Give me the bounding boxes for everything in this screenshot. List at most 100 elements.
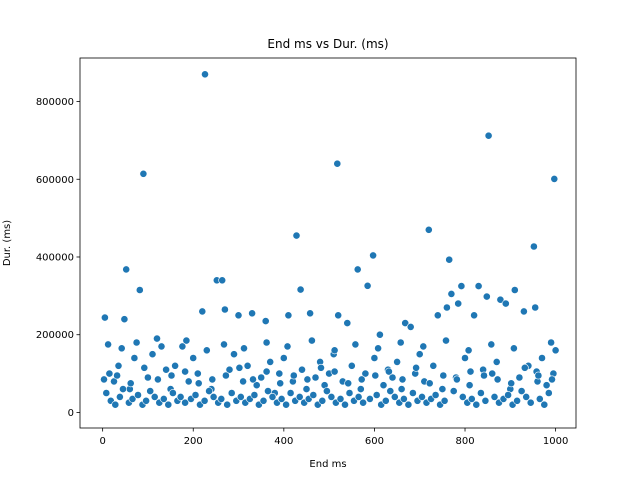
scatter-point [504,391,512,399]
scatter-point [248,309,256,318]
scatter-point [408,389,417,397]
scatter-point [168,389,177,397]
scatter-point [277,394,286,403]
scatter-point [261,317,270,325]
x-axis-label: End ms [309,459,346,470]
scatter-point [153,334,161,343]
scatter-point [104,340,112,349]
scatter-point [353,265,362,274]
scatter-point [218,276,227,285]
scatter-point [347,361,356,370]
scatter-point [415,350,424,359]
scatter-point [134,391,142,399]
scatter-point [181,367,189,376]
scatter-point [396,338,405,347]
y-tick-label: 400000 [36,252,74,263]
scatter-point [496,295,505,304]
y-tick-label: 0 [68,408,74,419]
scatter-point [461,354,469,362]
y-axis-ticks: 0 200000 400000 600000 800000 [36,97,80,419]
scatter-point [345,389,354,397]
scatter-point [113,371,121,380]
scatter-point [476,389,485,397]
scatter-point [482,292,491,301]
scatter-point [100,375,108,384]
scatter-point [530,242,538,251]
scatter-point [220,305,229,314]
scatter-point [466,367,475,376]
scatter-point [333,159,342,168]
scatter-point [439,371,448,380]
scatter-point [140,363,149,372]
scatter-point [438,385,447,393]
scatter-point [452,375,461,384]
scatter-point [239,377,247,386]
scatter-point [379,381,388,390]
scatter-point [442,303,451,312]
scatter-point [472,400,481,409]
scatter-point [370,354,379,362]
scatter-point [343,319,352,327]
scatter-point [184,377,193,386]
scatter-point [510,344,518,353]
scatter-point [266,357,275,366]
scatter-point [520,363,529,372]
scatter-point [221,371,230,380]
scatter-point [520,307,528,316]
scatter-point [361,369,370,378]
scatter-point [250,391,259,399]
scatter-point [311,373,320,382]
scatter-point [119,385,127,393]
scatter-point [375,330,384,339]
scatter-point [341,400,349,409]
scatter-point [384,367,393,376]
scatter-point [117,344,126,353]
scatter-point [148,350,157,359]
scatter-point [330,346,339,355]
scatter-point [164,400,173,409]
scatter-point [126,379,135,388]
scatter-point [198,307,207,316]
scatter-point [393,357,401,366]
scatter-point [540,400,549,409]
scatter-point [264,387,272,395]
scatter-point [275,369,284,378]
scatter-point [230,350,238,359]
scatter-point [484,131,493,140]
scatter-point [336,394,345,403]
x-tick-label: 400 [274,436,293,447]
scatter-point [419,342,428,351]
y-tick-label: 800000 [36,97,74,108]
scatter-point [102,389,111,397]
scatter-point [386,387,395,395]
plot-frame [79,57,577,429]
scatter-point [182,336,191,345]
scatter-point [286,389,295,397]
scatter-point [289,371,298,380]
scatter-point [189,354,198,362]
scatter-point [200,396,209,405]
scatter-point [116,392,124,401]
scatter-point [351,340,360,349]
scatter-point [538,354,546,362]
x-axis-ticks: 0 200 400 600 800 1000 [99,428,568,447]
scatter-point [120,315,129,324]
scatter-point [193,369,202,378]
scatter-point [217,394,226,403]
scatter-point [390,392,399,401]
scatter-point [159,394,168,403]
scatter-point [334,311,343,320]
scatter-point [101,313,109,322]
scatter-point [143,373,152,382]
scatter-point [283,342,292,351]
scatter-point [135,286,144,294]
scatter-point [330,367,339,376]
scatter-point [442,336,450,345]
scatter-point [490,392,499,401]
scatter-point [470,311,478,320]
scatter-point [302,385,311,393]
x-tick-label: 1000 [543,436,568,447]
scatter-point [404,400,413,409]
scatter-point [544,389,553,397]
